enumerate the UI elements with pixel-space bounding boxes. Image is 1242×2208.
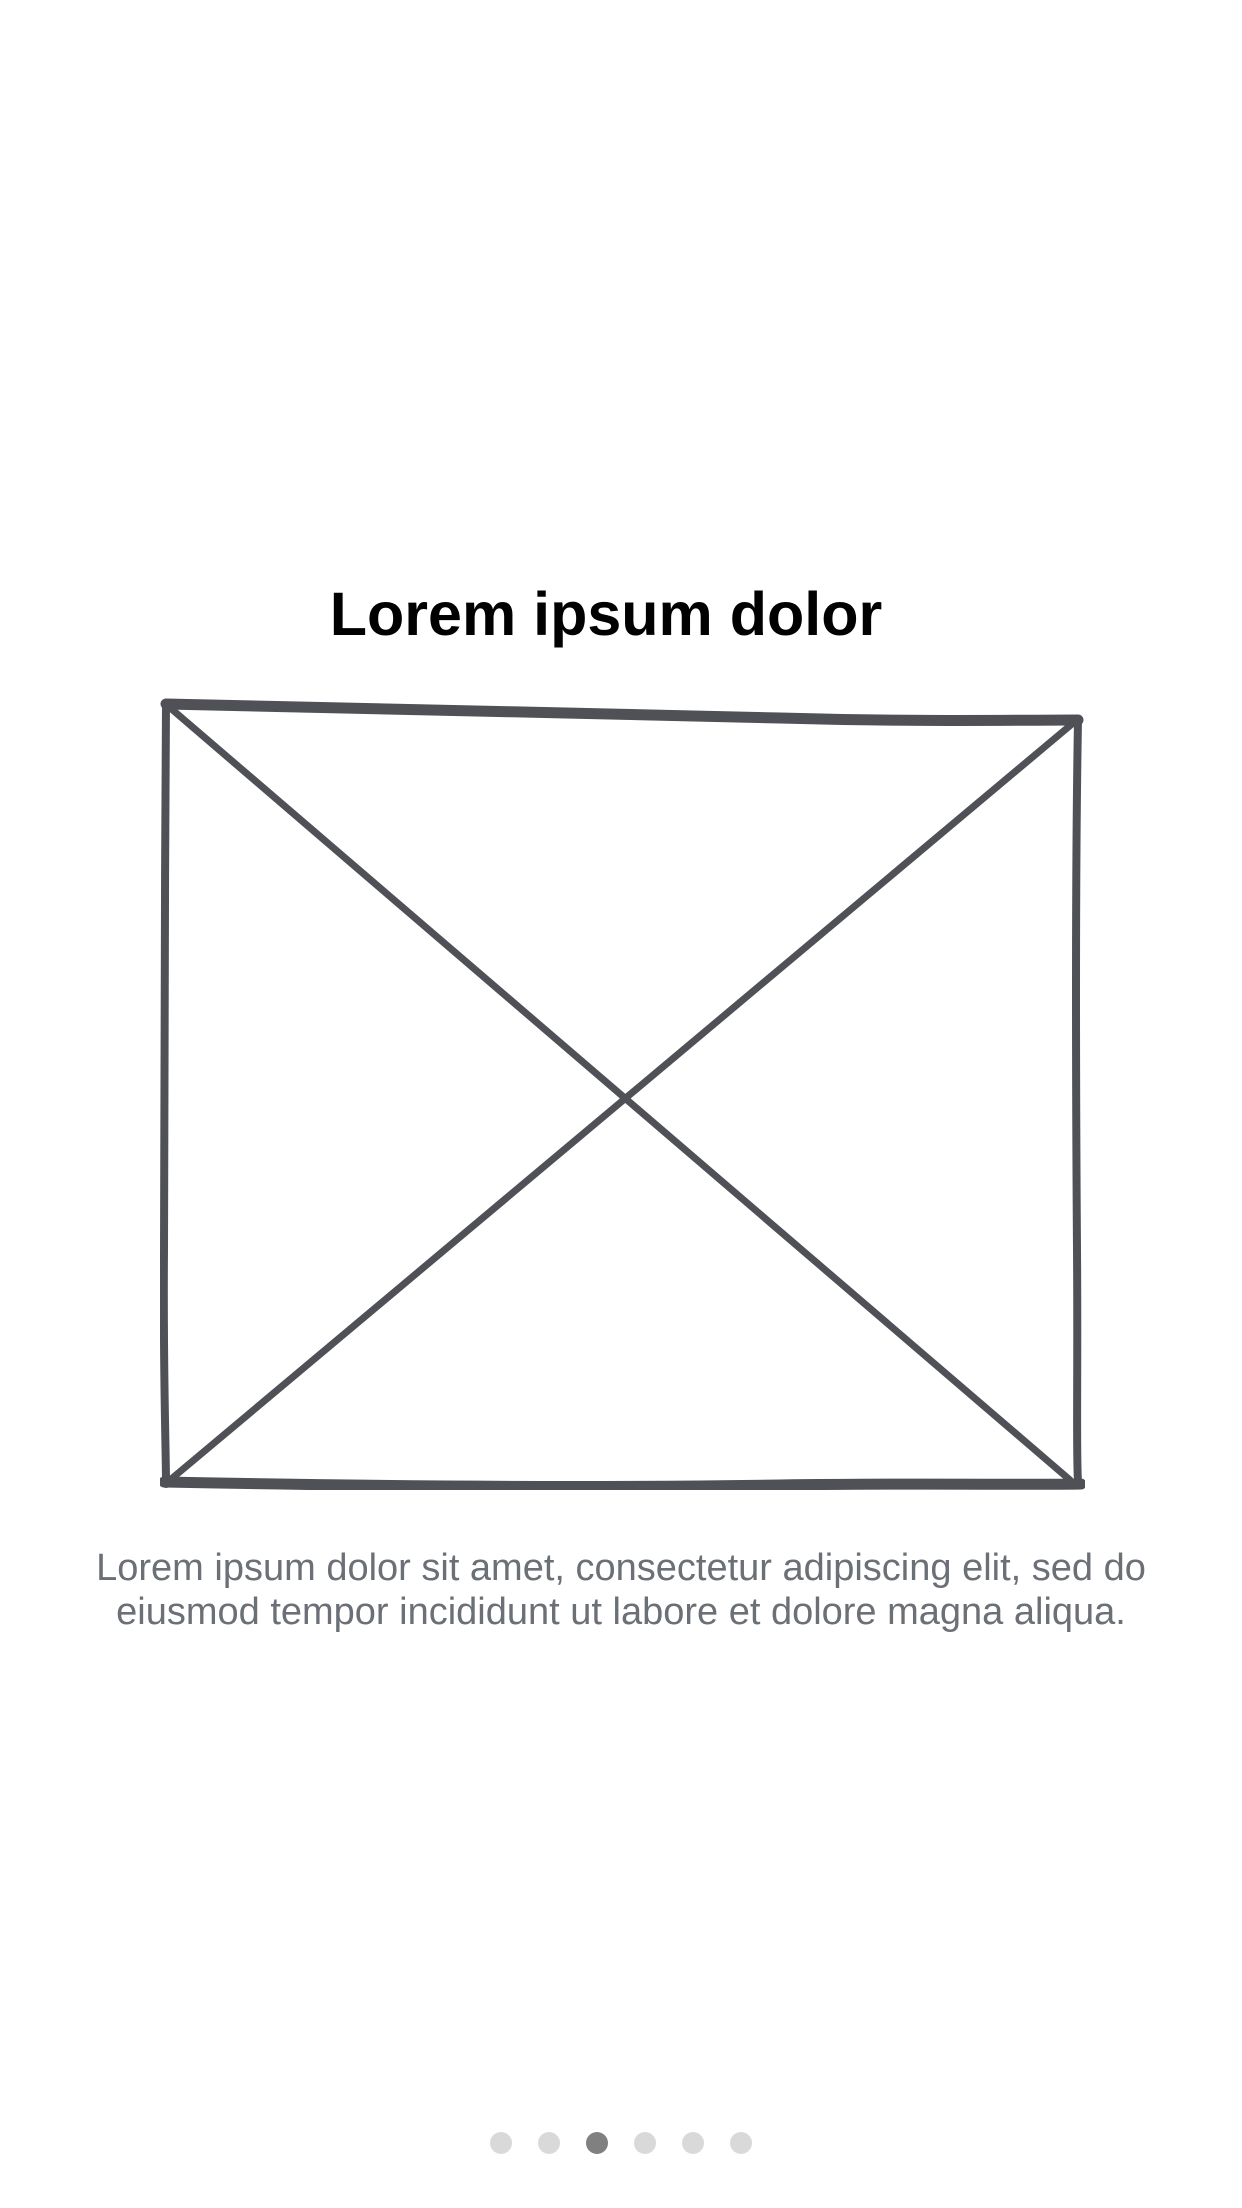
- page-dot[interactable]: [730, 2132, 752, 2154]
- description-text: Lorem ipsum dolor sit amet, consectetur …: [96, 1547, 1146, 1633]
- page-dot[interactable]: [538, 2132, 560, 2154]
- page-dot[interactable]: [634, 2132, 656, 2154]
- page-dot[interactable]: [682, 2132, 704, 2154]
- page-dot-active[interactable]: [586, 2132, 608, 2154]
- image-placeholder-icon: [160, 690, 1085, 1490]
- page-title: Lorem ipsum dolor: [329, 580, 883, 648]
- page-indicator[interactable]: [0, 2130, 1242, 2156]
- page-dot[interactable]: [490, 2132, 512, 2154]
